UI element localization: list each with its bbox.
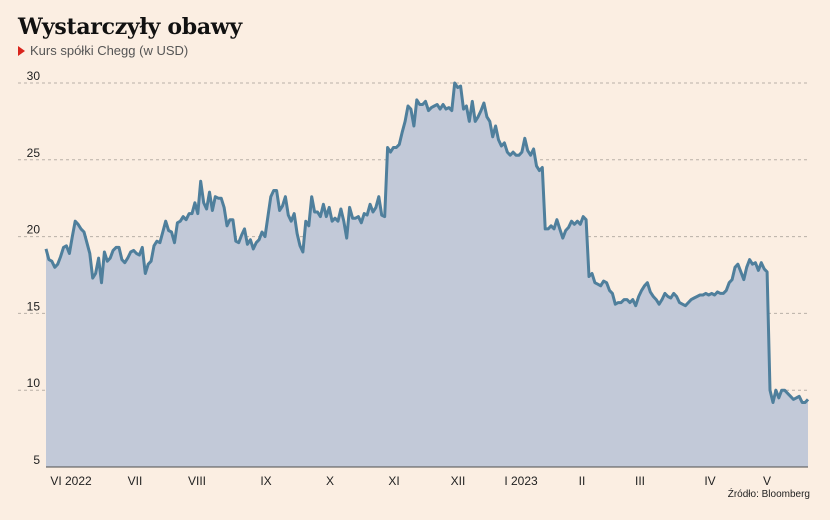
chart-title: Wystarczyły obawy	[18, 14, 242, 40]
x-axis-labels: VI 2022 VII VIII IX X XI XII I 2023 II III IV V	[50, 474, 771, 488]
x-tick-label: V	[763, 474, 771, 488]
x-tick-label: VII	[128, 474, 143, 488]
price-line	[44, 81, 810, 404]
y-tick-label: 15	[27, 299, 41, 313]
x-tick-label: VIII	[188, 474, 206, 488]
y-tick-label: 25	[27, 146, 41, 160]
x-tick-label: XII	[451, 474, 466, 488]
source-note: Źródło: Bloomberg	[727, 489, 810, 500]
x-tick-label: II	[579, 474, 586, 488]
red-triangle-icon	[18, 45, 25, 56]
x-tick-label: VI 2022	[50, 474, 92, 488]
y-tick-label: 30	[27, 69, 41, 83]
x-tick-label: I 2023	[504, 474, 538, 488]
chart-subtitle: Kurs spółki Chegg (w USD)	[18, 43, 188, 58]
x-tick-label: X	[326, 474, 334, 488]
x-tick-label: III	[635, 474, 645, 488]
y-tick-label: 5	[33, 453, 40, 467]
x-tick-label: XI	[388, 474, 399, 488]
y-tick-label: 10	[27, 376, 41, 390]
subtitle-text: Kurs spółki Chegg (w USD)	[30, 43, 189, 58]
y-axis-labels: 5 10 15 20 25 30	[27, 69, 41, 467]
x-tick-label: IX	[260, 474, 271, 488]
price-area	[46, 83, 808, 467]
y-tick-label: 20	[27, 223, 41, 237]
x-tick-label: IV	[704, 474, 715, 488]
